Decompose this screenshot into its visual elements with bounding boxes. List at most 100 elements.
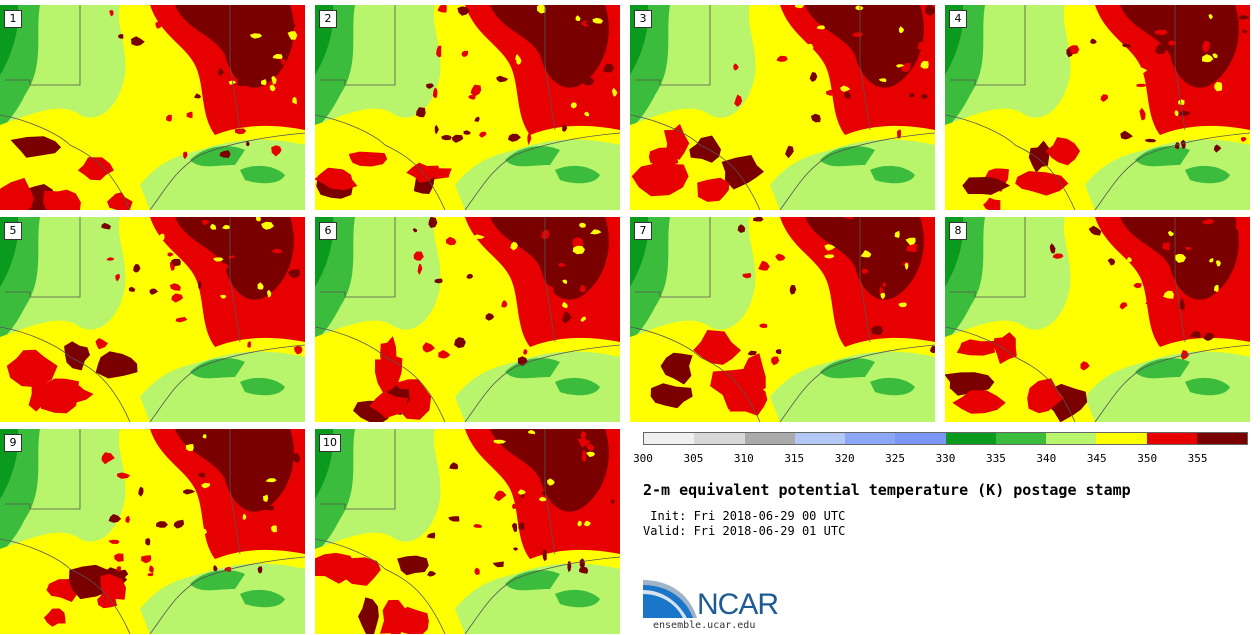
red-speckle [1177, 110, 1191, 116]
red-speckle [470, 84, 482, 97]
colorbar-segment [945, 433, 996, 444]
plot-title: 2-m equivalent potential temperature (K)… [643, 481, 1131, 499]
colorbar-segment [694, 433, 745, 444]
colorbar-segment [794, 433, 845, 444]
red-speckle [1180, 139, 1186, 150]
ensemble-url[interactable]: ensemble.ucar.edu [653, 620, 756, 631]
coast-green [190, 146, 245, 167]
colorbar-segment [895, 433, 946, 444]
red-region [406, 162, 441, 183]
red-speckle [479, 131, 487, 138]
red-speckle [434, 124, 439, 135]
colorbar [643, 432, 1248, 445]
red-region [721, 155, 764, 190]
red-region [660, 352, 693, 385]
red-speckle [917, 41, 924, 50]
red-speckle [200, 36, 205, 41]
red-region [6, 349, 58, 388]
yellow-speckle [185, 70, 189, 78]
yellow-speckle [255, 217, 261, 222]
red-speckle [742, 273, 752, 279]
yellow-speckle [1128, 107, 1134, 115]
red-speckle [608, 273, 616, 286]
red-speckle [173, 519, 185, 529]
red-speckle [113, 569, 129, 579]
map-field-5 [0, 217, 305, 422]
coast-green [555, 589, 600, 608]
yellow-speckle [1119, 297, 1128, 303]
red-speckle [833, 8, 842, 13]
red-speckle [909, 118, 917, 123]
yellow-speckle [894, 230, 900, 238]
ncar-logo-icon [643, 580, 697, 618]
red-region [1045, 137, 1081, 166]
red-speckle [1107, 258, 1116, 266]
red-speckle [141, 555, 152, 564]
colorbar-segment [1196, 433, 1247, 444]
yellow-speckle [840, 85, 851, 92]
red-speckle [861, 268, 869, 274]
red-speckle [109, 10, 114, 17]
yellow-speckle [592, 17, 604, 24]
red-speckle [581, 450, 587, 462]
red-region [739, 353, 766, 393]
red-speckle [493, 490, 507, 502]
coast-green [190, 570, 245, 591]
red-speckle [454, 337, 466, 349]
red-speckle [474, 116, 480, 122]
red-speckle [247, 341, 252, 348]
red-region [689, 135, 721, 163]
yellow-speckle [502, 107, 510, 113]
red-speckle [149, 288, 159, 295]
red-region [697, 177, 730, 202]
red-speckle [237, 6, 245, 12]
red-speckle [1242, 273, 1250, 281]
yellow-speckle [880, 292, 886, 299]
red-speckle [843, 217, 854, 219]
red-speckle [198, 280, 202, 290]
red-speckle [457, 6, 470, 16]
map-panel-1: 1 [0, 5, 305, 210]
yellow-speckle [497, 288, 506, 294]
yellow-speckle [816, 25, 826, 30]
red-speckle [213, 565, 218, 572]
red-speckle [868, 309, 876, 315]
dark-red-region [1120, 5, 1239, 88]
boundary-lines [0, 5, 305, 210]
yellow-speckle [159, 233, 165, 241]
red-speckle [852, 32, 864, 37]
yellow-speckle [1167, 230, 1175, 237]
red-speckle [785, 145, 794, 159]
yellow-speckle [168, 57, 176, 65]
yellow-speckle [1103, 247, 1113, 255]
panel-label-10: 10 [319, 434, 341, 452]
red-speckle [603, 63, 614, 73]
red-speckle [579, 284, 586, 293]
red-region [315, 167, 358, 191]
yellow-speckle [272, 54, 283, 59]
red-speckle [921, 116, 933, 127]
colorbar-tick-label: 325 [885, 452, 906, 465]
red-speckle [771, 356, 780, 366]
red-speckle [580, 431, 587, 439]
map-field-4 [945, 5, 1250, 210]
red-speckle [101, 452, 115, 465]
red-region [43, 189, 81, 210]
red-region [945, 372, 995, 396]
red-speckle [912, 325, 922, 336]
red-speckle [1165, 241, 1170, 251]
coast-green [190, 358, 245, 379]
colorbar-tick-label: 335 [985, 452, 1006, 465]
red-speckle [1198, 322, 1205, 333]
panel-label-1: 1 [4, 10, 22, 28]
coast-green [505, 146, 560, 167]
red-speckle [108, 514, 122, 523]
red-speckle [186, 5, 197, 12]
yellow-speckle [287, 31, 298, 40]
yellow-speckle [257, 282, 264, 290]
yellow-speckle [267, 289, 272, 298]
red-speckle [101, 222, 112, 230]
red-speckle [133, 263, 141, 273]
dark-red-region [490, 429, 609, 512]
red-speckle [293, 346, 303, 355]
